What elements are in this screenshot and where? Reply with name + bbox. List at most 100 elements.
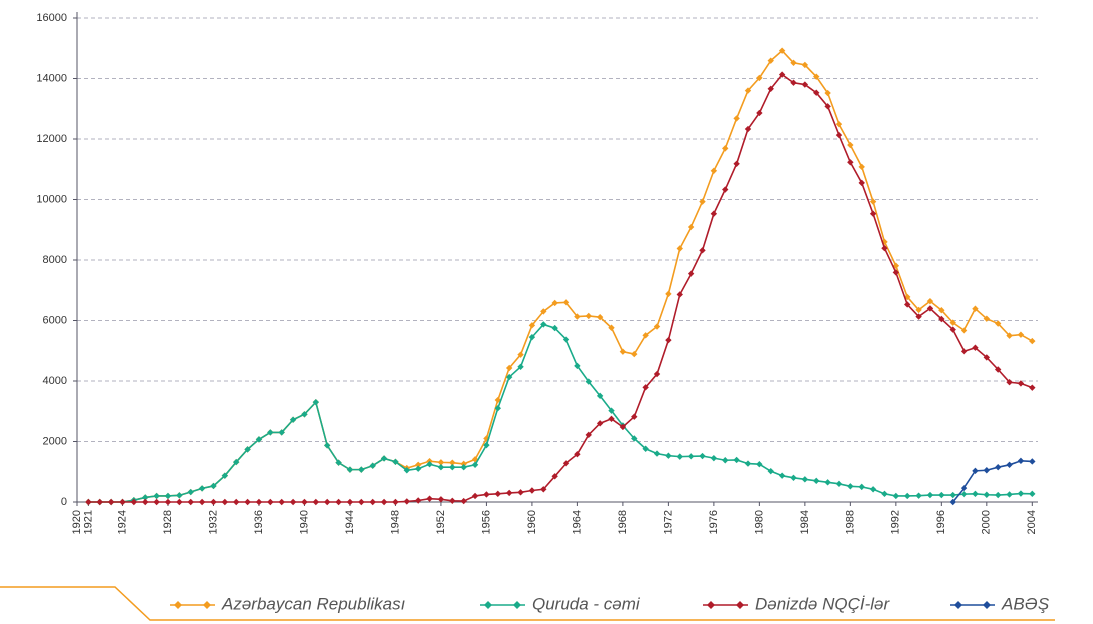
data-point xyxy=(949,498,956,506)
data-point xyxy=(574,313,581,320)
data-point xyxy=(699,198,706,205)
data-point xyxy=(790,79,797,86)
data-point xyxy=(665,452,672,459)
y-tick-label: 10000 xyxy=(36,193,67,205)
data-point xyxy=(221,498,229,506)
data-point xyxy=(994,491,1002,499)
data-point xyxy=(142,494,149,501)
data-point xyxy=(562,299,570,306)
data-point xyxy=(551,324,558,332)
data-point xyxy=(722,457,729,464)
data-point xyxy=(778,71,786,78)
data-point xyxy=(289,498,297,506)
data-point xyxy=(972,490,979,498)
data-point xyxy=(596,392,604,400)
data-point xyxy=(631,435,638,442)
data-point xyxy=(665,290,672,298)
data-point xyxy=(585,378,592,385)
data-point xyxy=(699,452,706,460)
data-point xyxy=(312,498,320,506)
data-point xyxy=(187,498,194,506)
data-point xyxy=(221,472,229,479)
data-point xyxy=(608,407,615,414)
x-tick-label: 1932 xyxy=(207,510,219,534)
data-point xyxy=(562,460,570,467)
data-point xyxy=(483,491,490,498)
data-point xyxy=(744,125,752,133)
data-point xyxy=(722,145,729,152)
data-point xyxy=(847,141,854,149)
data-point xyxy=(426,495,433,502)
data-point xyxy=(278,429,285,436)
data-point xyxy=(562,336,570,343)
y-tick-label: 2000 xyxy=(43,435,67,447)
data-point xyxy=(551,473,558,480)
data-point xyxy=(938,307,945,314)
legend-label: Azərbaycan Republikası xyxy=(221,594,405,613)
data-point xyxy=(301,411,308,418)
data-point xyxy=(653,370,661,378)
data-point xyxy=(392,498,399,506)
series-line xyxy=(88,323,1033,503)
data-point xyxy=(505,364,513,372)
legend-marker xyxy=(203,601,211,609)
data-point xyxy=(1006,461,1013,468)
legend-marker xyxy=(174,601,182,609)
data-point xyxy=(403,467,411,474)
data-point xyxy=(949,326,956,333)
data-point xyxy=(881,238,888,246)
data-point xyxy=(972,305,979,312)
data-point xyxy=(653,323,661,330)
x-tick-label: 1976 xyxy=(708,510,720,534)
data-point xyxy=(756,460,763,468)
data-point xyxy=(631,413,638,420)
data-point xyxy=(324,442,331,449)
x-tick-label: 1980 xyxy=(753,510,765,534)
data-point xyxy=(380,455,388,462)
data-point xyxy=(949,491,956,499)
data-point xyxy=(585,431,592,439)
data-point xyxy=(665,336,672,344)
data-point xyxy=(949,319,956,326)
data-point xyxy=(744,460,752,467)
x-tick-label: 1920 xyxy=(71,510,83,534)
data-point xyxy=(449,464,456,471)
data-point xyxy=(1017,457,1025,465)
data-point xyxy=(596,313,604,321)
data-point xyxy=(153,498,160,506)
data-point xyxy=(528,333,536,341)
data-point xyxy=(869,210,877,217)
x-tick-label: 1928 xyxy=(162,510,174,534)
data-point xyxy=(324,498,331,506)
data-point xyxy=(767,57,774,64)
data-point xyxy=(551,299,558,307)
data-point xyxy=(312,398,320,406)
data-point xyxy=(835,120,843,128)
x-tick-label: 1996 xyxy=(935,510,947,534)
data-point xyxy=(926,297,934,305)
data-point xyxy=(540,486,547,493)
data-point xyxy=(471,461,479,468)
data-point xyxy=(1006,491,1013,498)
data-point xyxy=(540,308,547,315)
data-point xyxy=(801,476,809,483)
data-point xyxy=(926,491,934,499)
data-point xyxy=(1017,490,1025,497)
legend-marker xyxy=(954,601,962,609)
data-point xyxy=(722,186,729,193)
data-point xyxy=(983,315,991,322)
data-point xyxy=(164,492,172,500)
data-point xyxy=(153,492,160,500)
data-point xyxy=(631,350,638,358)
y-tick-label: 12000 xyxy=(36,133,67,145)
x-tick-label: 1940 xyxy=(298,510,310,534)
data-point xyxy=(813,89,820,96)
data-point xyxy=(790,59,797,66)
x-tick-label: 1988 xyxy=(844,510,856,534)
data-point xyxy=(676,291,683,298)
legend-label: Quruda - cəmi xyxy=(532,594,641,613)
data-point xyxy=(176,492,183,499)
data-point xyxy=(414,497,422,504)
decor-line xyxy=(0,586,1055,621)
data-point xyxy=(847,483,854,490)
